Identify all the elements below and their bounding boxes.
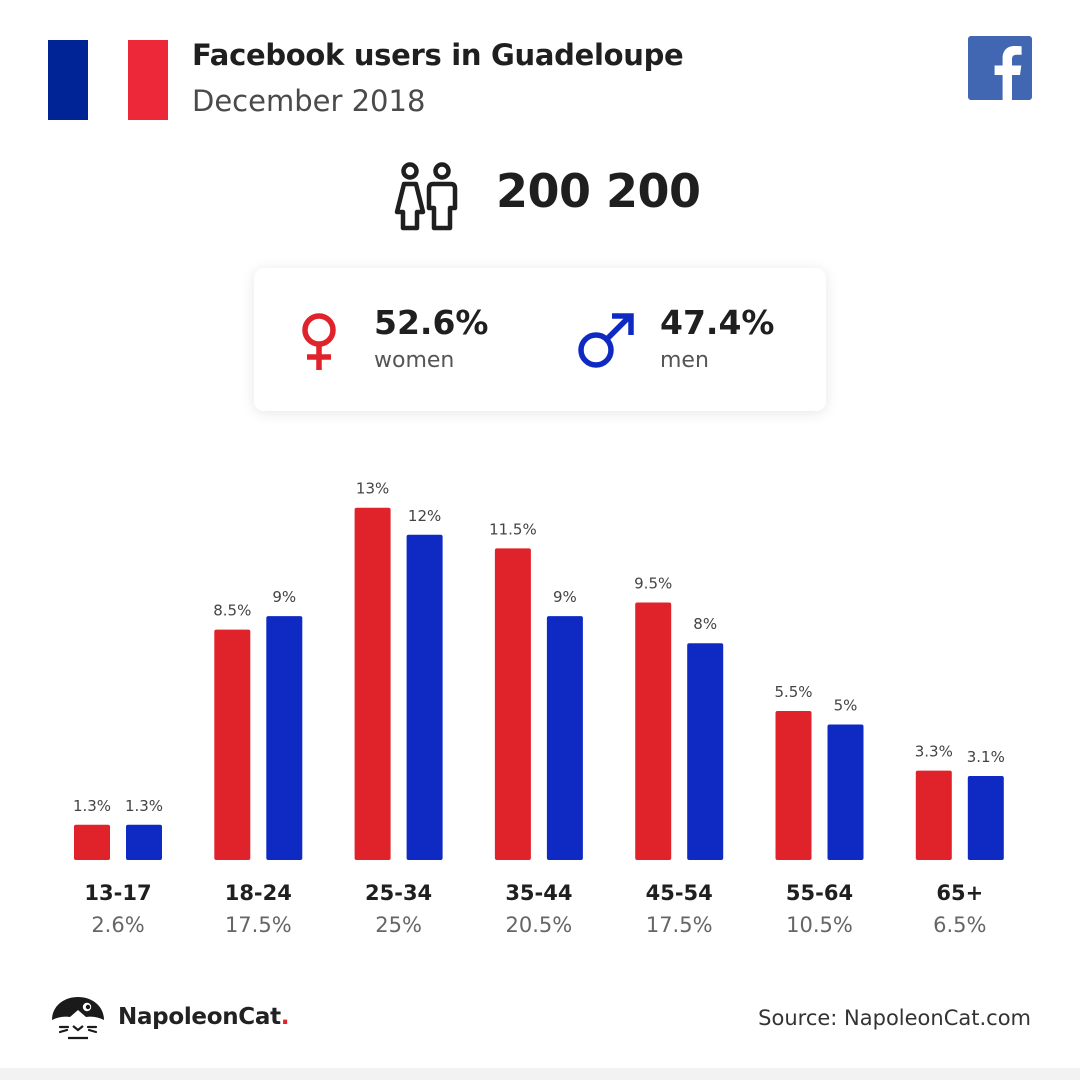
data-label-women-65+: 3.3% [915,743,953,761]
data-label-men-55-64: 5% [834,697,858,715]
data-label-men-65+: 3.1% [967,748,1005,766]
category-total-55-64: 10.5% [786,913,853,937]
bar-women-55-64 [775,710,812,860]
users-icon [388,160,464,234]
bar-men-13-17 [126,824,162,860]
category-label-18-24: 18-24 [225,881,292,905]
category-total-18-24: 17.5% [225,913,292,937]
data-label-women-25-34: 13% [356,480,389,498]
data-label-men-18-24: 9% [272,588,296,606]
data-label-women-13-17: 1.3% [73,797,111,815]
bar-women-25-34 [354,507,391,860]
france-flag-icon [48,40,168,120]
bar-women-45-54 [635,602,672,860]
brand-name: NapoleonCat. [118,1004,290,1030]
data-label-men-45-54: 8% [693,615,717,633]
napoleoncat-logo-icon [48,994,108,1044]
page-subtitle: December 2018 [192,84,426,118]
female-symbol-icon [296,310,342,372]
bar-women-13-17 [74,824,110,860]
facebook-logo-icon [968,36,1032,100]
footer-bar [0,1068,1080,1080]
page-title: Facebook users in Guadeloupe [192,38,684,72]
source-text: Source: NapoleonCat.com [758,1006,1031,1030]
category-total-13-17: 2.6% [91,913,144,937]
data-label-women-18-24: 8.5% [213,602,251,620]
gender-split-card [254,268,826,411]
bar-men-35-44 [546,616,583,860]
category-total-65+: 6.5% [933,913,986,937]
data-label-women-55-64: 5.5% [774,683,812,701]
men-percentage: 47.4% [660,303,775,342]
category-label-25-34: 25-34 [365,881,432,905]
bar-men-25-34 [406,534,443,860]
women-label: women [374,348,455,373]
category-total-35-44: 20.5% [506,913,573,937]
flag-stripe-white [88,40,128,120]
category-total-25-34: 25% [375,913,422,937]
flag-stripe-red [128,40,168,120]
bar-women-65+ [915,770,952,860]
men-label: men [660,348,709,373]
category-label-45-54: 45-54 [646,881,713,905]
age-gender-bar-chart: 1.3% 1.3% 13-17 2.6% 8.5% 9% 18-24 17.5% 13% 12% 2… [73,480,1005,937]
data-label-men-35-44: 9% [553,588,577,606]
bar-women-35-44 [494,548,531,860]
data-label-women-45-54: 9.5% [634,575,672,593]
data-label-women-35-44: 11.5% [489,520,537,538]
brand-name-text: NapoleonCat [118,1004,281,1030]
category-label-55-64: 55-64 [786,881,853,905]
category-label-65+: 65+ [936,881,983,905]
bar-men-45-54 [687,643,724,860]
total-users-value: 200 200 [496,164,701,218]
brand-dot: . [280,1004,290,1030]
bar-women-18-24 [214,629,251,860]
category-label-13-17: 13-17 [84,881,151,905]
category-label-35-44: 35-44 [505,881,572,905]
data-label-men-25-34: 12% [408,507,441,525]
male-symbol-icon [576,312,636,370]
bar-men-65+ [967,775,1004,860]
women-percentage: 52.6% [374,303,489,342]
bar-men-18-24 [266,616,303,860]
flag-stripe-blue [48,40,88,120]
bar-men-55-64 [827,724,864,860]
category-total-45-54: 17.5% [646,913,713,937]
data-label-men-13-17: 1.3% [125,797,163,815]
